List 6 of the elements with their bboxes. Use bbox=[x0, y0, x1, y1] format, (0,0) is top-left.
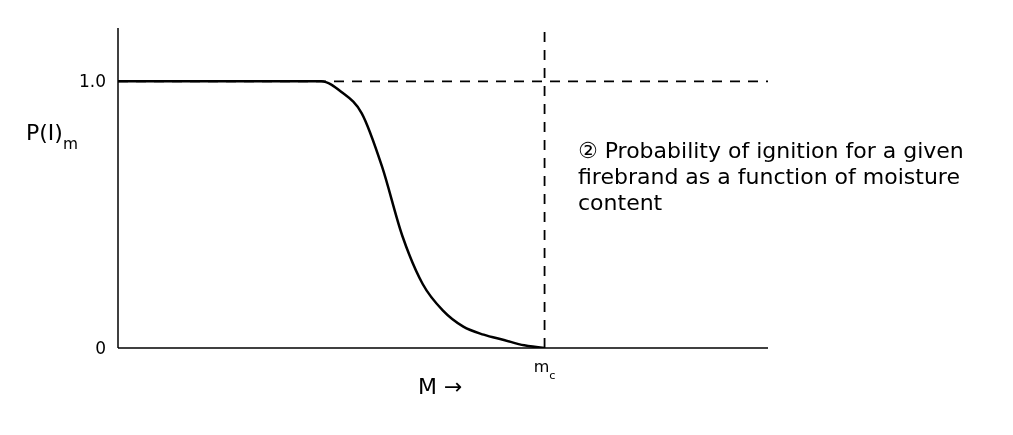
x-axis-title: M → bbox=[418, 374, 463, 399]
annotation: ② Probability of ignition for a given firebrand as a function of moisture content bbox=[578, 138, 965, 216]
x-tick-label: m$_{c}$ bbox=[533, 357, 556, 382]
y-axis-title: P(I)$_{m}$ bbox=[26, 120, 78, 153]
y-tick-label: 0 bbox=[95, 338, 106, 358]
y-tick-label: 1.0 bbox=[78, 71, 106, 92]
